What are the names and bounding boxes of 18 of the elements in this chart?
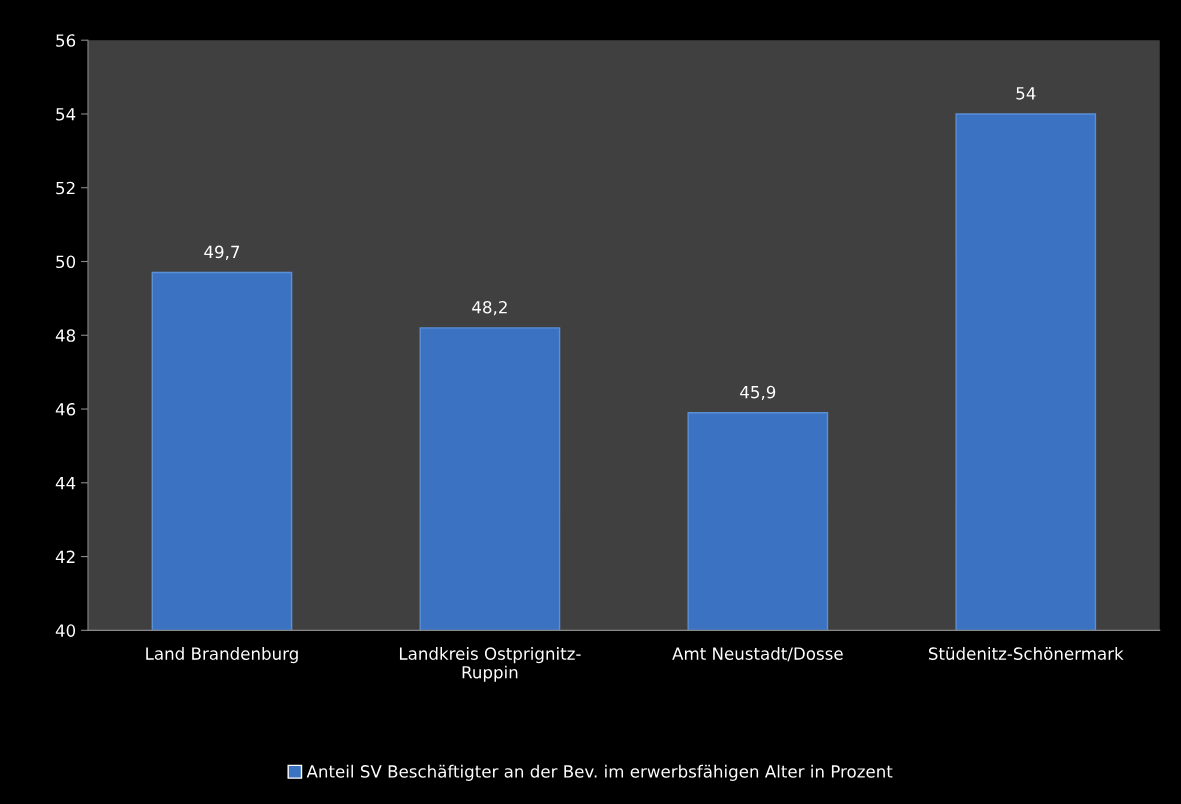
data-label: 48,2 xyxy=(472,300,507,316)
y-tick-label: 56 xyxy=(56,34,76,47)
y-tick-label: 50 xyxy=(56,255,76,269)
data-label: 45,9 xyxy=(740,385,776,401)
y-tick-label: 52 xyxy=(56,181,75,195)
y-tick-label: 42 xyxy=(55,550,75,563)
y-tick-label: 44 xyxy=(55,476,76,490)
y-tick-label: 54 xyxy=(56,108,76,121)
x-tick-label: Land Brandenburg xyxy=(146,647,298,664)
y-tick-label: 48 xyxy=(55,329,76,342)
legend-label: Anteil SV Beschäftigter an der Bev. im erwerbsfähigen Alter in Prozent xyxy=(306,764,893,781)
y-tick-label: 40 xyxy=(55,624,76,637)
data-label: 49,7 xyxy=(204,245,240,260)
x-tick-label: Landkreis Ostprignitz-Ruppin xyxy=(399,647,581,682)
y-tick-label: 46 xyxy=(55,403,76,416)
x-tick-label: Stüdenitz-Schönermark xyxy=(928,647,1124,660)
x-tick-label: Amt Neustadt/Dosse xyxy=(672,647,843,662)
data-label: 54 xyxy=(1016,87,1036,100)
